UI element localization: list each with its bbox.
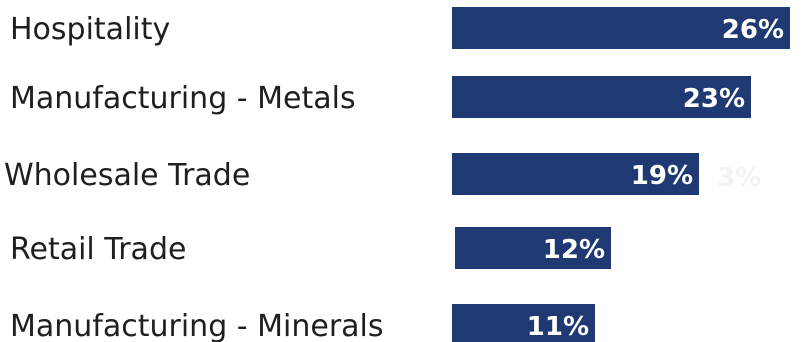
bar [452, 153, 699, 195]
category-label: Manufacturing - Minerals [10, 309, 384, 342]
bar [455, 227, 611, 269]
category-label: Wholesale Trade [4, 158, 250, 193]
data-label: 11% [527, 312, 589, 342]
category-label: Retail Trade [10, 232, 186, 267]
data-label: 26% [722, 15, 784, 45]
bar [452, 76, 751, 118]
data-label: 12% [543, 235, 605, 265]
bar [452, 304, 595, 342]
category-label: Hospitality [10, 12, 170, 47]
bar [452, 7, 790, 49]
data-label: 23% [683, 84, 745, 114]
category-label: Manufacturing - Metals [10, 81, 356, 116]
data-label: 19% [631, 161, 693, 191]
secondary-data-label: 3% [717, 163, 761, 193]
